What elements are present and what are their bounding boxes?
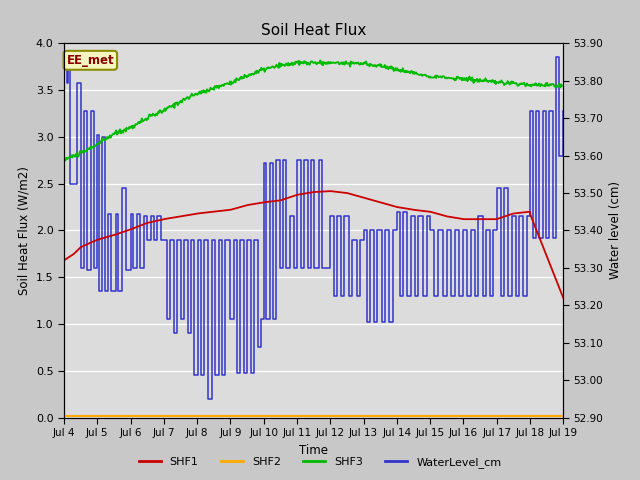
X-axis label: Time: Time [299, 444, 328, 456]
Y-axis label: Soil Heat Flux (W/m2): Soil Heat Flux (W/m2) [17, 166, 30, 295]
Legend: SHF1, SHF2, SHF3, WaterLevel_cm: SHF1, SHF2, SHF3, WaterLevel_cm [134, 452, 506, 472]
Text: EE_met: EE_met [67, 54, 114, 67]
Title: Soil Heat Flux: Soil Heat Flux [261, 23, 366, 38]
Y-axis label: Water level (cm): Water level (cm) [609, 181, 622, 279]
